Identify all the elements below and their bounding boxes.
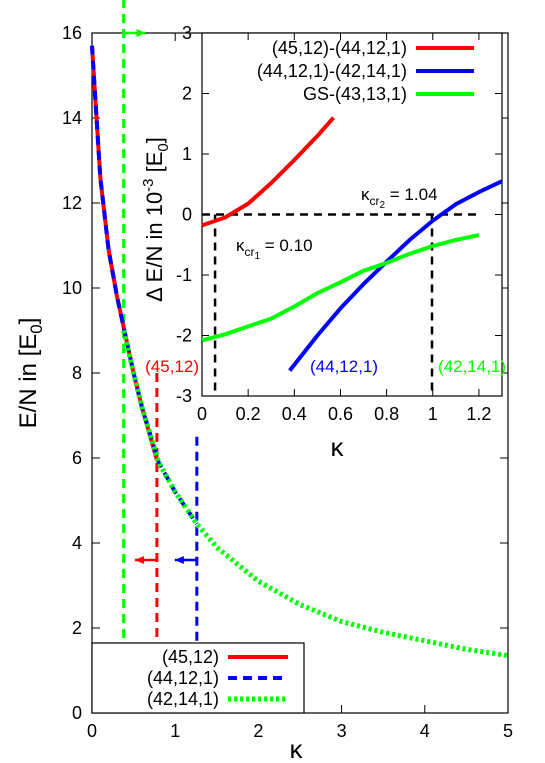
critical-point-label: κcr1 = 0.10 <box>236 236 313 262</box>
inset-state-annotation: (42,14,1) <box>438 357 506 376</box>
inset-series-line-0 <box>201 116 335 228</box>
inset-y-tick-label: -2 <box>176 326 192 346</box>
y-tick-label: 2 <box>72 618 82 638</box>
inset-x-tick-label: 0.2 <box>236 404 261 424</box>
x-tick-label: 0 <box>87 721 97 741</box>
inset-x-tick-label: 0.6 <box>328 404 353 424</box>
inset-legend-label: (44,12,1)-(42,14,1) <box>257 61 407 81</box>
inset-state-annotation: (44,12,1) <box>310 357 378 376</box>
x-tick-label: 3 <box>337 721 347 741</box>
main-legend-label: (45,12) <box>162 647 219 667</box>
x-tick-label: 2 <box>253 721 263 741</box>
y-tick-label: 0 <box>72 703 82 723</box>
marker-arrowhead <box>134 556 144 564</box>
marker-arrowhead <box>174 556 184 564</box>
inset-legend: (45,12)-(44,12,1) (44,12,1)-(42,14,1) GS-(… <box>257 38 474 104</box>
inset-series-line-2 <box>201 233 480 343</box>
y-tick-label: 14 <box>62 108 82 128</box>
y-axis-label: E/N in [E0] <box>15 318 46 429</box>
main-series-line-2 <box>121 329 509 659</box>
inset-y-tick-label: -1 <box>176 265 192 285</box>
main-legend: (45,12)(44,12,1)(42,14,1) <box>91 642 305 714</box>
y-tick-label: 4 <box>72 533 82 553</box>
inset-legend-label: GS-(43,13,1) <box>303 84 407 104</box>
inset-series-line-1 <box>288 179 503 372</box>
y-tick-label: 16 <box>62 23 82 43</box>
y-tick-label: 10 <box>62 278 82 298</box>
critical-point-label: κcr2 = 1.04 <box>361 185 438 211</box>
inset-x-tick-label: 0 <box>197 404 207 424</box>
inset-x-tick-label: 1.2 <box>466 404 491 424</box>
x-tick-label: 5 <box>503 721 513 741</box>
x-tick-label: 4 <box>420 721 430 741</box>
inset-chart: 0 0.2 0.4 0.6 0.8 1 1.2 -3 -2 -1 0 1 2 3 κ Δ E/N in 10-… <box>140 23 506 462</box>
inset-y-axis-label: Δ E/N in 10-3 [E0] <box>140 137 172 302</box>
main-legend-label: (44,12,1) <box>147 668 219 688</box>
inset-y-tick-label: 3 <box>182 23 192 43</box>
inset-x-axis-label: κ <box>331 432 345 462</box>
marker-arrowhead <box>136 29 146 37</box>
main-legend-label: (42,14,1) <box>147 689 219 709</box>
inset-x-tick-label: 0.8 <box>374 404 399 424</box>
x-tick-label: 1 <box>170 721 180 741</box>
inset-x-tick-label: 1 <box>428 404 438 424</box>
main-series-line-1 <box>90 45 199 526</box>
inset-y-tick-label: -3 <box>176 386 192 406</box>
x-axis-label: κ <box>290 734 304 763</box>
inset-state-annotation: (45,12) <box>145 357 199 376</box>
inset-y-tick-label: 2 <box>182 84 192 104</box>
y-tick-label: 12 <box>62 193 82 213</box>
y-tick-label: 8 <box>72 363 82 383</box>
inset-x-tick-label: 0.4 <box>282 404 307 424</box>
inset-legend-label: (45,12)-(44,12,1) <box>272 38 407 58</box>
main-legend-box <box>91 642 305 714</box>
y-tick-label: 6 <box>72 448 82 468</box>
inset-y-tick-label: 0 <box>182 205 192 225</box>
inset-y-tick-label: 1 <box>182 144 192 164</box>
